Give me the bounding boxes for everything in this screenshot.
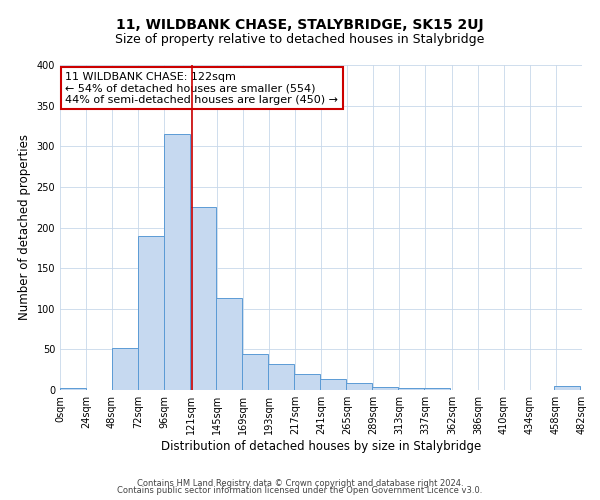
Bar	[320, 378, 346, 390]
Y-axis label: Number of detached properties: Number of detached properties	[18, 134, 31, 320]
Bar	[372, 387, 398, 390]
Bar	[216, 298, 242, 390]
Bar	[164, 134, 190, 390]
Bar	[294, 374, 320, 390]
Bar	[112, 348, 138, 390]
Text: Contains HM Land Registry data © Crown copyright and database right 2024.: Contains HM Land Registry data © Crown c…	[137, 478, 463, 488]
Bar	[424, 388, 450, 390]
Text: 11 WILDBANK CHASE: 122sqm
← 54% of detached houses are smaller (554)
44% of semi: 11 WILDBANK CHASE: 122sqm ← 54% of detac…	[65, 72, 338, 104]
Bar	[346, 382, 372, 390]
Bar	[190, 207, 216, 390]
Bar	[60, 388, 86, 390]
Text: 11, WILDBANK CHASE, STALYBRIDGE, SK15 2UJ: 11, WILDBANK CHASE, STALYBRIDGE, SK15 2U…	[116, 18, 484, 32]
Bar	[398, 388, 424, 390]
Bar	[554, 386, 580, 390]
Bar	[138, 236, 164, 390]
Bar	[242, 354, 268, 390]
Text: Size of property relative to detached houses in Stalybridge: Size of property relative to detached ho…	[115, 32, 485, 46]
Text: Contains public sector information licensed under the Open Government Licence v3: Contains public sector information licen…	[118, 486, 482, 495]
X-axis label: Distribution of detached houses by size in Stalybridge: Distribution of detached houses by size …	[161, 440, 481, 453]
Bar	[268, 364, 294, 390]
